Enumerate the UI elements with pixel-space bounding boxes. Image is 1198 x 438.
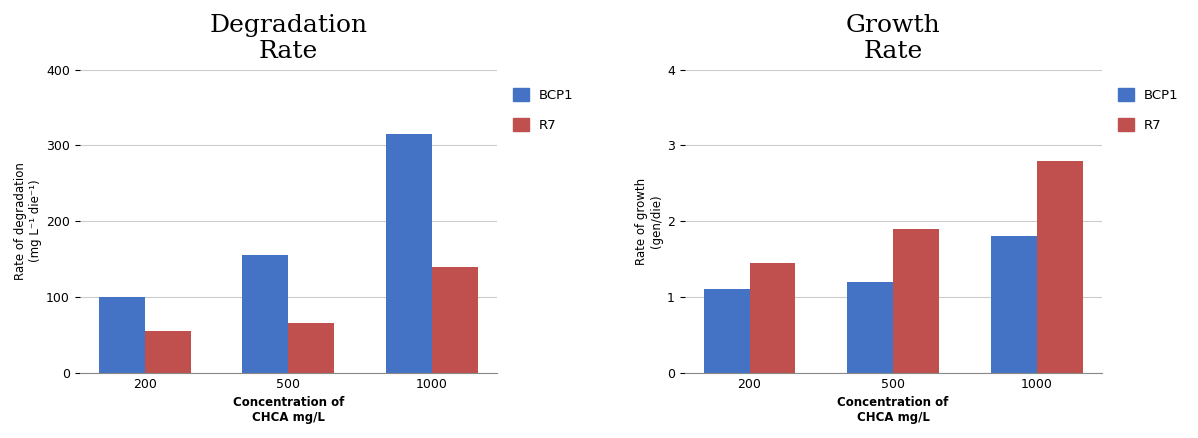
Bar <box>145 331 190 373</box>
Bar <box>386 134 431 373</box>
Bar <box>242 255 289 373</box>
Bar <box>991 237 1036 373</box>
Title: Growth
Rate: Growth Rate <box>846 14 940 64</box>
Bar <box>1036 161 1083 373</box>
Title: Degradation
Rate: Degradation Rate <box>210 14 368 64</box>
Bar <box>431 267 478 373</box>
X-axis label: Concentration of
CHCA mg/L: Concentration of CHCA mg/L <box>232 396 344 424</box>
Bar <box>894 229 939 373</box>
Bar <box>750 263 795 373</box>
Bar <box>98 297 145 373</box>
Bar <box>703 290 750 373</box>
Bar <box>847 282 894 373</box>
Legend: BCP1, R7: BCP1, R7 <box>1113 82 1184 137</box>
Legend: BCP1, R7: BCP1, R7 <box>508 82 579 137</box>
Y-axis label: Rate of growth
(gen/die): Rate of growth (gen/die) <box>635 177 662 265</box>
Bar <box>289 323 334 373</box>
X-axis label: Concentration of
CHCA mg/L: Concentration of CHCA mg/L <box>837 396 949 424</box>
Y-axis label: Rate of degradation
(mg L⁻¹ die⁻¹): Rate of degradation (mg L⁻¹ die⁻¹) <box>14 162 42 280</box>
